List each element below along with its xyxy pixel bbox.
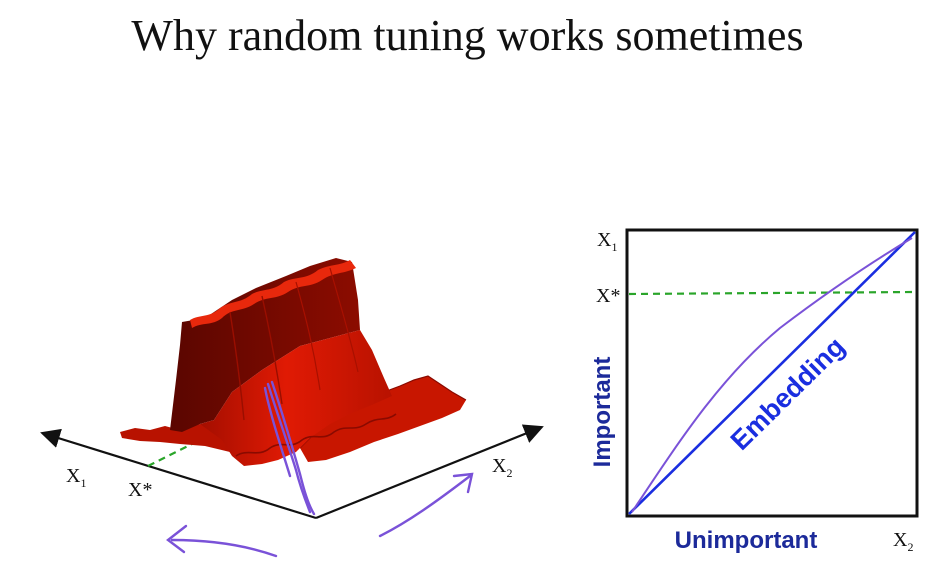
x2-axis-label: X2 bbox=[492, 455, 512, 480]
x1-axis-label: X1 bbox=[66, 465, 86, 490]
embedding-xlabel: Unimportant bbox=[675, 527, 818, 554]
objective-surface bbox=[120, 258, 466, 466]
embedding-plot: X1 X* X2 Important Unimportant Embedding bbox=[589, 229, 917, 554]
embedding-y-top-label: X1 bbox=[597, 229, 617, 254]
surface-plot: X1 X2 X* bbox=[42, 258, 542, 556]
embedding-optimum-label: X* bbox=[596, 285, 620, 307]
optimum-label: X* bbox=[128, 479, 152, 501]
embedding-ylabel: Important bbox=[589, 357, 616, 468]
pen-arrow-right bbox=[380, 476, 470, 536]
pen-arrow-left bbox=[172, 540, 276, 556]
embedding-x-right-label: X2 bbox=[893, 529, 913, 554]
